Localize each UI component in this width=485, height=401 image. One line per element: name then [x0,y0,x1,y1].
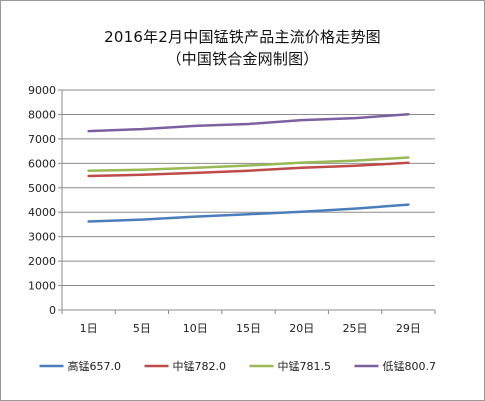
x-tick-label: 15日 [236,322,261,335]
x-tick-label: 1日 [80,322,98,335]
y-tick-label: 5000 [28,182,56,195]
y-tick-label: 6000 [28,157,56,170]
series-line-2 [87,161,410,178]
legend-label-3: 中锰781.5 [278,359,332,373]
y-tick-label: 8000 [28,108,56,121]
x-tick-label: 10日 [183,322,208,335]
legend-label-4: 低锰800.7 [383,359,437,373]
series-line-4 [87,112,410,133]
y-tick-label: 4000 [28,206,56,219]
y-tick-label: 0 [49,304,56,317]
series-line-3 [87,156,410,172]
x-tick-label: 29日 [396,322,421,335]
series-line-1 [87,203,410,223]
legend-label-1: 高锰657.0 [68,359,122,373]
y-tick-label: 9000 [28,84,56,97]
y-tick-label: 3000 [28,231,56,244]
y-tick-label: 7000 [28,133,56,146]
chart-subtitle: （中国铁合金网制图） [166,50,319,68]
legend-label-2: 中锰782.0 [173,359,227,373]
x-tick-label: 5日 [133,322,151,335]
y-tick-label: 1000 [28,280,56,293]
x-tick-label: 20日 [289,322,314,335]
chart-title: 2016年2月中国锰铁产品主流价格走势图 [104,28,381,46]
x-tick-label: 25日 [343,322,368,335]
y-tick-label: 2000 [28,255,56,268]
